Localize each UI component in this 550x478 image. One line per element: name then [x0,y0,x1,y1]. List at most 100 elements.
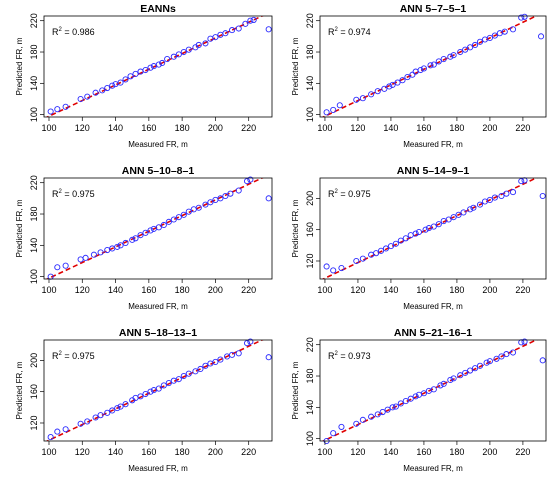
data-point [122,401,129,408]
data-point [397,237,404,244]
r-squared-value: = 0.973 [338,351,371,361]
x-tick-label: 160 [416,123,431,133]
x-tick-label: 180 [449,285,464,295]
data-point [117,403,124,410]
data-point [117,242,124,249]
x-tick-label: 200 [482,123,497,133]
data-point [447,53,454,60]
x-tick-label: 140 [383,447,398,457]
x-tick-label: 200 [208,447,223,457]
reference-line [321,16,538,117]
y-tick-label: 160 [29,384,39,399]
data-point [420,65,427,72]
r-squared-symbol: R [328,351,335,361]
data-point [84,93,91,100]
data-point [77,256,84,263]
data-point [212,34,219,41]
plot-frame [319,15,547,118]
data-point [104,84,111,92]
data-point [330,267,337,274]
data-point [170,216,177,223]
data-point [180,48,187,56]
data-point [323,109,330,116]
data-point [427,62,434,69]
data-point [486,358,493,365]
data-point [155,224,162,231]
y-tick-label: 200 [29,353,39,368]
data-point [159,59,166,67]
data-point [142,229,149,236]
y-axis-label: Predicted FR, m [291,199,300,257]
data-point [501,28,508,35]
data-point [147,388,154,395]
data-point [447,376,454,383]
data-point [229,27,236,34]
data-point [455,211,462,218]
data-point [122,76,129,83]
data-point [509,349,517,356]
r-squared-symbol: R [328,27,335,37]
data-point [185,208,192,215]
x-axis-label: Measured FR, m [128,302,188,311]
data-point [265,195,272,202]
data-point [422,226,429,233]
x-tick-label: 160 [141,447,156,457]
data-point [402,398,409,405]
x-tick-label: 220 [241,447,256,457]
data-point [202,201,209,208]
data-point [109,82,116,89]
data-point [222,30,229,37]
x-tick-label: 200 [208,123,223,133]
data-point [235,350,242,357]
data-point [250,16,257,23]
data-point [353,420,360,427]
data-point [155,385,162,392]
reference-line [321,178,538,279]
x-tick-label: 220 [515,123,530,133]
data-point [180,372,187,380]
data-point [247,17,254,24]
chart-title: ANN 5–14–9–1 [397,165,470,177]
data-point [382,245,390,252]
data-point [197,365,204,373]
data-point [114,405,121,412]
data-point [462,46,469,53]
y-tick-label: 220 [29,13,39,28]
data-point [384,406,391,413]
data-point [242,20,249,27]
chart-panel-1: EANNs 100 120 140 160 180 200 220 100 140 180 220 Me… [15,3,273,149]
data-point [336,102,343,109]
x-tick-label: 140 [108,285,123,295]
data-point [265,354,272,361]
data-point [229,351,236,358]
r-squared-superscript: 2 [335,351,339,357]
y-tick-label: 220 [29,175,39,190]
data-point [486,196,493,203]
data-point [359,255,366,262]
x-tick-label: 160 [416,447,431,457]
data-point [353,96,360,103]
reference-line [45,178,264,279]
chart-title: ANN 5–10–8–1 [122,165,195,177]
data-point [538,33,545,40]
data-point [117,79,124,86]
data-point [192,368,199,375]
r-squared-value: = 0.974 [338,27,371,37]
data-point [104,246,111,254]
data-point [412,230,419,237]
data-point [185,46,192,53]
data-point [397,400,404,407]
data-point [440,380,447,387]
data-point [160,382,167,389]
data-point [368,413,375,420]
data-point [54,428,61,435]
data-point [147,64,154,71]
data-point [462,369,469,376]
x-tick-label: 140 [383,123,398,133]
data-point [467,206,474,213]
data-point [122,239,129,247]
data-point [165,380,172,387]
data-point [450,375,457,382]
data-point [62,103,69,110]
